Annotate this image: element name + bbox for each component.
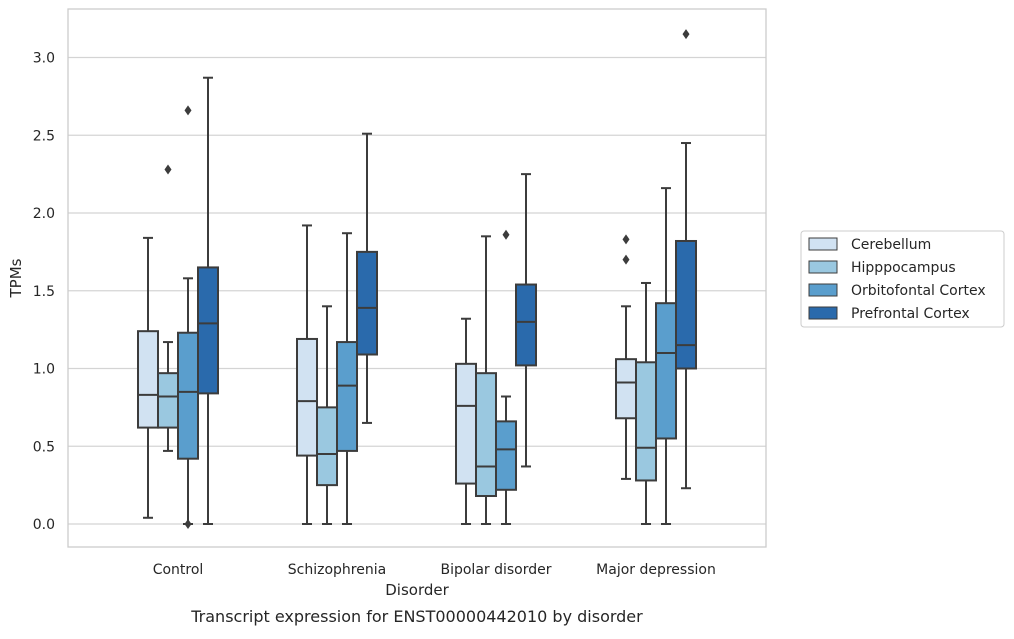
figure-caption: Transcript expression for ENST0000044201…	[190, 607, 643, 626]
legend-swatch	[808, 237, 838, 251]
box-iqr	[615, 358, 637, 420]
box-iqr	[296, 337, 318, 457]
box-orbitofontal-cortex	[336, 232, 358, 525]
y-axis-label: TPMs	[7, 258, 25, 298]
box-iqr	[475, 372, 497, 498]
box-orbitofontal-cortex	[177, 105, 199, 529]
legend-label: Cerebellum	[851, 237, 931, 253]
outlier-marker	[164, 164, 172, 175]
box-hipppocampus	[157, 164, 179, 452]
y-tick-labels: 0.0 0.5 1.0 1.5 2.0 2.5 3.0	[33, 51, 55, 534]
box-orbitofontal-cortex	[495, 229, 517, 525]
box-cerebellum	[615, 234, 637, 480]
legend-swatch	[808, 260, 838, 274]
legend-label: Orbitofontal Cortex	[851, 283, 986, 299]
box-iqr	[655, 302, 677, 440]
y-tick-label: 1.5	[33, 284, 55, 300]
box-prefrontal-cortex	[515, 173, 537, 468]
box-iqr	[316, 406, 338, 487]
box-iqr	[157, 372, 179, 429]
legend-frame	[800, 230, 1005, 328]
box-prefrontal-cortex	[356, 132, 378, 424]
y-tick-label: 2.5	[33, 128, 55, 144]
y-tick-label: 0.5	[33, 439, 55, 455]
box-iqr	[177, 331, 199, 460]
legend-label: Hipppocampus	[851, 260, 956, 276]
x-tick-label: Major depression	[596, 562, 716, 578]
box-orbitofontal-cortex	[655, 187, 677, 525]
x-tick-labels: Control Schizophrenia Bipolar disorder Majo…	[153, 562, 716, 578]
legend: Cerebellum Hipppocampus Orbitofontal Corte…	[800, 230, 1005, 328]
outlier-marker	[184, 105, 192, 116]
outlier-marker	[502, 229, 510, 240]
box-cerebellum	[455, 317, 477, 525]
y-tick-label: 3.0	[33, 51, 55, 67]
boxes-layer	[137, 29, 697, 529]
box-iqr	[515, 283, 537, 367]
box-prefrontal-cortex	[197, 76, 219, 525]
outlier-marker	[682, 29, 690, 40]
legend-swatch	[808, 306, 838, 320]
box-iqr	[336, 341, 358, 452]
y-tick-label: 1.0	[33, 362, 55, 378]
box-iqr	[495, 420, 517, 491]
y-tick-label: 2.0	[33, 206, 55, 222]
y-tick-label: 0.0	[33, 517, 55, 533]
box-iqr	[197, 266, 219, 395]
box-iqr	[137, 330, 159, 429]
box-cerebellum	[296, 224, 318, 525]
x-tick-label: Control	[153, 562, 204, 578]
legend-label: Prefrontal Cortex	[851, 306, 970, 322]
x-tick-label: Bipolar disorder	[440, 562, 551, 578]
box-cerebellum	[137, 236, 159, 519]
box-hipppocampus	[635, 281, 657, 525]
x-tick-label: Schizophrenia	[288, 562, 386, 578]
x-axis-label: Disorder	[385, 581, 449, 599]
legend-swatch	[808, 283, 838, 297]
plot-frame	[67, 8, 767, 548]
outlier-marker	[622, 234, 630, 245]
box-iqr	[635, 361, 657, 482]
box-prefrontal-cortex	[675, 29, 697, 490]
box-iqr	[356, 250, 378, 356]
plot-background	[68, 9, 766, 547]
outlier-marker	[622, 254, 630, 265]
box-iqr	[455, 362, 477, 485]
outlier-marker	[184, 519, 192, 529]
box-iqr	[675, 239, 697, 370]
